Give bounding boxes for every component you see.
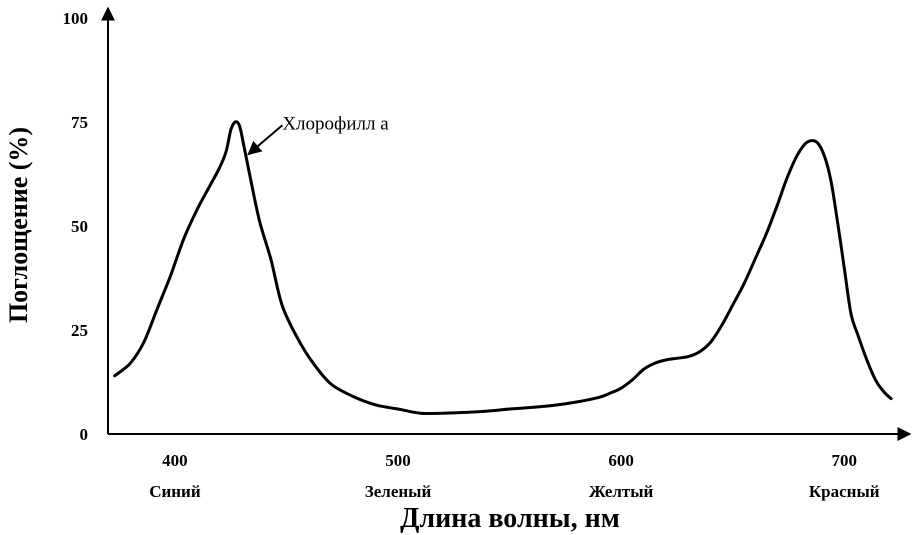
color-band-labels: Синий Зеленый Желтый Красный	[149, 482, 880, 501]
y-tick-label: 25	[71, 321, 88, 340]
y-axis-title: Поглощение (%)	[4, 127, 33, 323]
series-annotation: Хлорофилл а	[247, 113, 389, 156]
x-axis-title: Длина волны, нм	[400, 503, 620, 534]
annotation-arrow	[247, 124, 283, 156]
color-band-label: Красный	[809, 482, 880, 501]
annotation-label: Хлорофилл а	[282, 113, 389, 134]
x-tick-label: 500	[385, 451, 411, 470]
y-tick-label: 50	[71, 217, 88, 236]
y-tick-labels: 0 25 50 75 100	[63, 9, 89, 444]
chlorophyll-a-absorption-line	[113, 120, 893, 416]
axes-group	[101, 6, 912, 441]
x-tick-label: 600	[608, 451, 634, 470]
y-tick-label: 0	[80, 425, 89, 444]
x-tick-labels: 400 500 600 700	[162, 451, 857, 470]
color-band-label: Синий	[149, 482, 201, 501]
x-tick-label: 400	[162, 451, 188, 470]
color-band-label: Желтый	[589, 482, 654, 501]
y-tick-label: 75	[71, 113, 88, 132]
y-tick-label: 100	[63, 9, 89, 28]
x-tick-label: 700	[831, 451, 857, 470]
color-band-label: Зеленый	[365, 482, 432, 501]
